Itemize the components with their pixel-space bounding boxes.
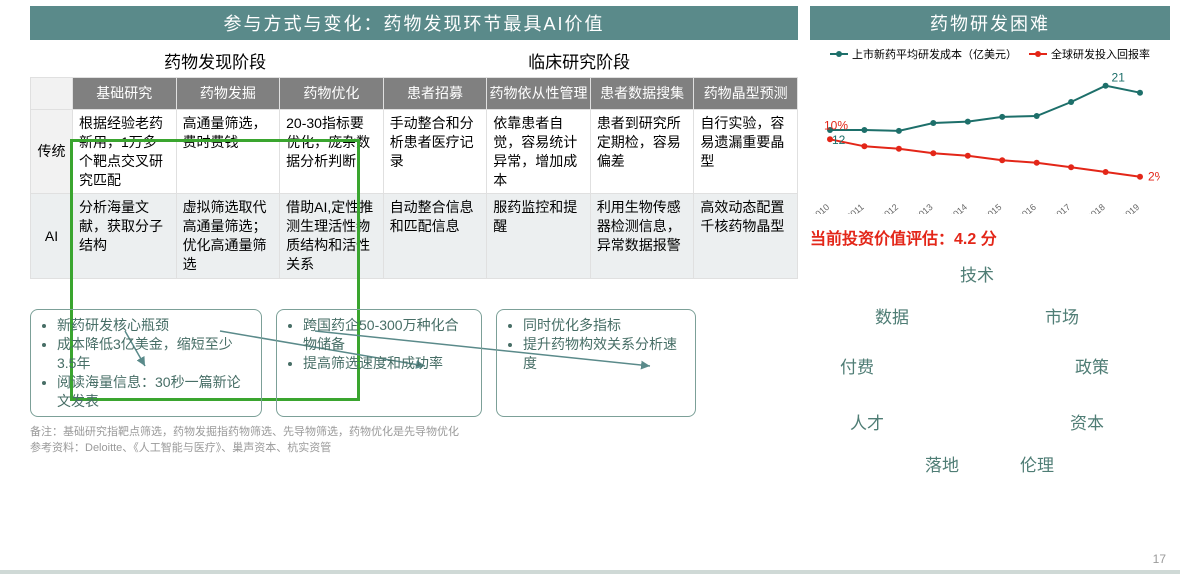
svg-text:2014: 2014: [947, 202, 969, 214]
svg-text:2017: 2017: [1051, 202, 1073, 214]
col-header: 患者数据搜集: [590, 78, 694, 110]
legend-swatch: [1029, 53, 1047, 55]
callout-item: 新药研发核心瓶颈: [57, 316, 251, 335]
svg-text:2015: 2015: [982, 202, 1004, 214]
table-cell: 借助AI,定性推测生理活性物质结构和活性关系: [280, 194, 384, 279]
footnote-line1: 备注：基础研究指靶点筛选，药物发掘指药物筛选、先导物筛选，药物优化是先导物优化: [30, 425, 798, 440]
bubble-term: 数据: [875, 303, 909, 328]
col-header: 基础研究: [73, 78, 177, 110]
svg-text:10%: 10%: [824, 118, 848, 132]
callout-item: 跨国药企50-300万种化合物储备: [303, 316, 471, 354]
corner-cell: [31, 78, 73, 110]
legend-swatch: [830, 53, 848, 55]
callout-item: 提升药物构效关系分析速度: [523, 335, 685, 373]
row-header: AI: [31, 194, 73, 279]
legend-item: 上市新药平均研发成本（亿美元）: [830, 46, 1017, 62]
bubble-term: 伦理: [1020, 451, 1054, 476]
chart-legend: 上市新药平均研发成本（亿美元） 全球研发投入回报率: [810, 46, 1170, 62]
left-title: 参与方式与变化：药物发现环节最具AI价值: [30, 6, 798, 40]
svg-text:2013: 2013: [913, 202, 935, 214]
left-column: 参与方式与变化：药物发现环节最具AI价值 药物发现阶段 临床研究阶段 基础研究药…: [30, 6, 798, 471]
table-cell: 根据经验老药新用，1万多个靶点交叉研究匹配: [73, 109, 177, 194]
callout-item: 成本降低3亿美金，缩短至少3.5年: [57, 335, 251, 373]
callout-item: 同时优化多指标: [523, 316, 685, 335]
right-column: 药物研发困难 上市新药平均研发成本（亿美元） 全球研发投入回报率 2010 2011…: [810, 6, 1170, 471]
bubble-term: 付费: [840, 353, 874, 378]
col-header: 药物晶型预测: [694, 78, 798, 110]
table-cell: 高通量筛选，费时费钱: [176, 109, 280, 194]
callout-item: 阅读海量信息：30秒一篇新论文发表: [57, 373, 251, 411]
comparison-table: 基础研究药物发掘药物优化患者招募药物依从性管理患者数据搜集药物晶型预测传统根据经…: [30, 77, 798, 279]
legend-label: 上市新药平均研发成本（亿美元）: [852, 46, 1017, 62]
stage-labels: 药物发现阶段 临床研究阶段: [30, 44, 798, 77]
footnote: 备注：基础研究指靶点筛选，药物发掘指药物筛选、先导物筛选，药物优化是先导物优化 …: [30, 425, 798, 456]
col-header: 药物优化: [280, 78, 384, 110]
callout-box: 新药研发核心瓶颈成本降低3亿美金，缩短至少3.5年阅读海量信息：30秒一篇新论文…: [30, 309, 262, 417]
svg-text:12: 12: [832, 133, 846, 147]
stage-discovery: 药物发现阶段: [30, 44, 360, 77]
svg-text:2012: 2012: [878, 202, 900, 214]
page-number: 17: [1153, 552, 1166, 566]
stage-clinical: 临床研究阶段: [360, 44, 798, 77]
callout-item: 提高筛选速度和成功率: [303, 354, 471, 373]
callouts-row: 新药研发核心瓶颈成本降低3亿美金，缩短至少3.5年阅读海量信息：30秒一篇新论文…: [30, 309, 798, 417]
table-cell: 依靠患者自觉，容易统计异常，增加成本: [487, 109, 591, 194]
table-cell: 患者到研究所定期检，容易偏差: [590, 109, 694, 194]
right-title: 药物研发困难: [810, 6, 1170, 40]
bottom-bar: [0, 570, 1180, 574]
line-chart: 2010 2011 2012 2013 2014 2015 2016 2017 2018 2019…: [810, 64, 1160, 214]
bubble-term: 落地: [925, 451, 959, 476]
row-header: 传统: [31, 109, 73, 194]
svg-text:2011: 2011: [844, 202, 865, 214]
svg-text:2016: 2016: [1016, 202, 1038, 214]
bubble-cloud: 技术数据市场付费政策人才资本落地伦理: [810, 261, 1170, 471]
table-wrap: 基础研究药物发掘药物优化患者招募药物依从性管理患者数据搜集药物晶型预测传统根据经…: [30, 77, 798, 279]
svg-text:2018: 2018: [1085, 202, 1107, 214]
table-cell: 虚拟筛选取代高通量筛选；优化高通量筛选: [176, 194, 280, 279]
callout-box: 同时优化多指标提升药物构效关系分析速度: [496, 309, 696, 417]
svg-text:21: 21: [1112, 71, 1126, 85]
legend-label: 全球研发投入回报率: [1051, 46, 1150, 62]
svg-text:2019: 2019: [1120, 202, 1142, 214]
bubble-term: 市场: [1045, 303, 1079, 328]
table-cell: 高效动态配置千核药物晶型: [694, 194, 798, 279]
svg-text:2010: 2010: [810, 202, 831, 214]
footnote-line2: 参考资料：Deloitte、《人工智能与医疗》、巢声资本、杭实资管: [30, 441, 798, 456]
svg-text:2%: 2%: [1148, 170, 1160, 184]
col-header: 药物发掘: [176, 78, 280, 110]
table-cell: 手动整合和分析患者医疗记录: [383, 109, 487, 194]
chart-wrap: 上市新药平均研发成本（亿美元）全球研发投入回报率 201020112012201…: [810, 46, 1170, 219]
table-cell: 分析海量文献，获取分子结构: [73, 194, 177, 279]
score-line: 当前投资价值评估：4.2 分: [810, 225, 1170, 249]
col-header: 药物依从性管理: [487, 78, 591, 110]
table-cell: 利用生物传感器检测信息，异常数据报警: [590, 194, 694, 279]
table-cell: 自动整合信息和匹配信息: [383, 194, 487, 279]
table-cell: 服药监控和提醒: [487, 194, 591, 279]
bubble-term: 人才: [850, 409, 884, 434]
bubble-term: 技术: [960, 261, 994, 286]
table-cell: 20-30指标要优化，庞杂数据分析判断: [280, 109, 384, 194]
col-header: 患者招募: [383, 78, 487, 110]
bubble-term: 政策: [1075, 353, 1109, 378]
table-cell: 自行实验，容易遗漏重要晶型: [694, 109, 798, 194]
legend-item: 全球研发投入回报率: [1029, 46, 1150, 62]
bubble-term: 资本: [1070, 409, 1104, 434]
callout-box: 跨国药企50-300万种化合物储备提高筛选速度和成功率: [276, 309, 482, 417]
